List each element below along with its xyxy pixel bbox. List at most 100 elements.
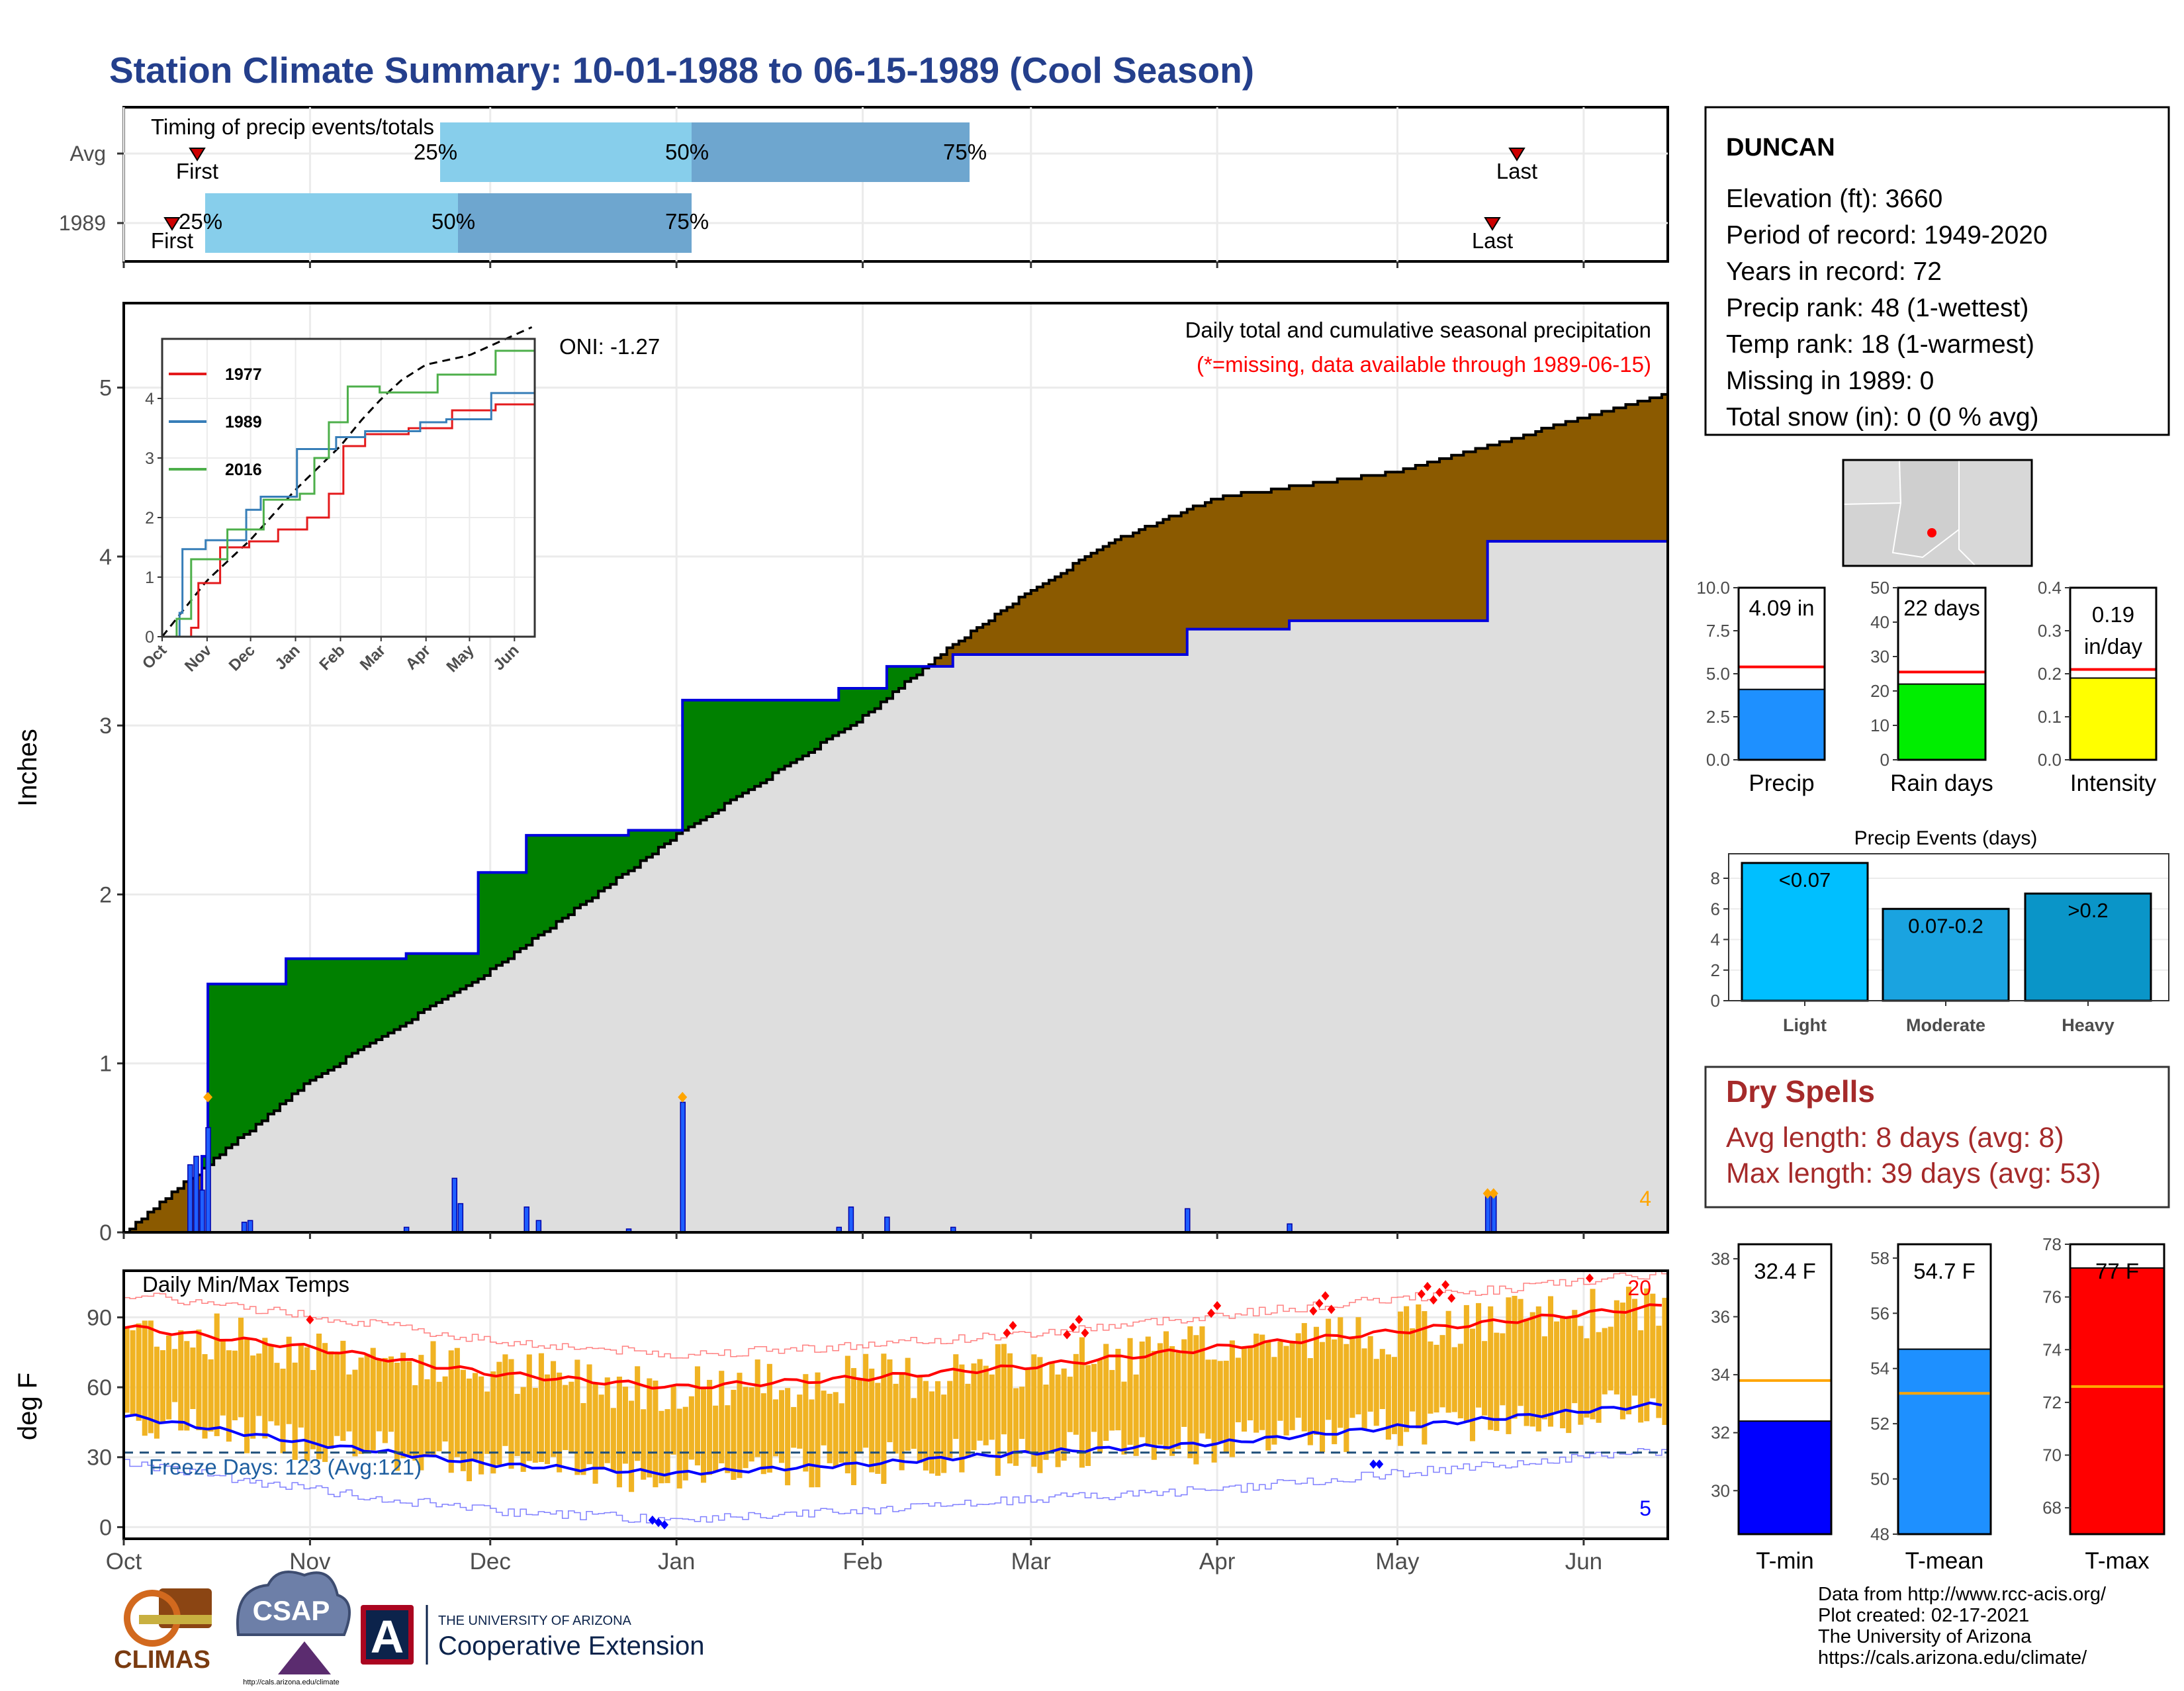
events-ytick: 8: [1711, 868, 1720, 888]
heavy-day-marker-icon: [678, 1091, 688, 1103]
record-high-marker-icon: [1075, 1314, 1083, 1324]
station-line: Temp rank: 18 (1-warmest): [1726, 330, 2034, 359]
daily-temp-bar: [899, 1372, 905, 1471]
precip-ytick: 0: [99, 1220, 112, 1246]
daily-temp-bar: [1512, 1295, 1518, 1419]
dry-title: Dry Spells: [1726, 1074, 1875, 1109]
daily-temp-bar: [574, 1359, 580, 1475]
station-line: Years in record: 72: [1726, 257, 1942, 286]
daily-temp-bar: [490, 1371, 496, 1474]
daily-temp-bar: [1463, 1304, 1469, 1423]
daily-temp-bar: [772, 1399, 778, 1457]
daily-temp-bar: [647, 1378, 653, 1478]
daily-temp-bar: [394, 1362, 400, 1471]
daily-temp-bar: [1319, 1342, 1326, 1453]
event-bar-label: Heavy: [2062, 1015, 2115, 1035]
timing-bar-25-50: [440, 122, 692, 182]
daily-temp-bar: [478, 1376, 484, 1475]
daily-temp-bar: [1500, 1333, 1506, 1406]
map-state: [1958, 459, 2032, 567]
daily-temp-bar: [1650, 1293, 1656, 1398]
record-low-marker-icon: [648, 1515, 657, 1525]
daily-temp-bar: [887, 1359, 893, 1443]
daily-temp-bar: [172, 1349, 178, 1402]
daily-temp-bar: [1013, 1388, 1019, 1466]
daily-temp-bar: [1049, 1361, 1055, 1451]
temp-xtick: Oct: [106, 1549, 142, 1575]
daily-temp-bar: [430, 1341, 436, 1457]
daily-temp-bar: [1139, 1341, 1145, 1438]
daily-temp-bar: [653, 1380, 659, 1488]
cold-count-label: 5: [1639, 1496, 1651, 1520]
legend-label: 2016: [225, 461, 262, 479]
daily-temp-bar: [959, 1364, 965, 1473]
daily-temp-bar: [983, 1365, 989, 1445]
daily-temp-bar: [532, 1388, 538, 1463]
temp-bar-ytick: 74: [2042, 1340, 2062, 1359]
daily-temp-bar: [1494, 1332, 1500, 1432]
summary-value-label: 0.19 in/day: [2084, 602, 2143, 659]
daily-temp-bar: [635, 1366, 641, 1461]
summary-ytick: 5.0: [1706, 664, 1730, 684]
bar-frame: [2069, 1243, 2165, 1535]
temp-bar-ytick: 58: [1870, 1248, 1889, 1268]
precip-panel: 0 1 2 3 4 5 Inches 4 Daily total and cumulative …: [13, 302, 1669, 1246]
precip-ytick: 5: [99, 376, 112, 401]
daily-temp-bar: [1067, 1377, 1073, 1432]
daily-temp-bar: [1488, 1306, 1494, 1430]
daily-temp-bar: [1079, 1337, 1085, 1468]
credit-line: https://cals.arizona.edu/climate/: [1818, 1647, 2087, 1668]
heavy-day-marker-icon: [1482, 1188, 1492, 1199]
common-area: [124, 541, 1668, 1232]
daily-temp-bar: [953, 1354, 959, 1440]
daily-temp-bar: [929, 1391, 935, 1474]
daily-temp-bar: [1349, 1336, 1355, 1418]
daily-temp-bar: [1181, 1339, 1187, 1427]
daily-temp-bar: [682, 1406, 688, 1481]
daily-temp-bar: [460, 1369, 466, 1471]
daily-temp-bar: [1578, 1326, 1584, 1425]
temp-xtick: Jun: [1565, 1549, 1602, 1575]
inset-year-line: [162, 339, 536, 638]
daily-precip-bar: [241, 1221, 248, 1233]
bar-frame: [1897, 1243, 1992, 1535]
daily-temp-bar: [785, 1388, 791, 1486]
daily-temp-bar: [1451, 1347, 1457, 1412]
daily-temp-bar: [148, 1320, 154, 1434]
summary-value-label: 22 days: [1903, 596, 1980, 620]
daily-temp-bar: [262, 1338, 268, 1439]
summary-bar-label: Rain days: [1890, 770, 1993, 796]
daily-temp-bar: [766, 1363, 772, 1473]
temp-bar-ytick: 48: [1870, 1524, 1889, 1544]
temp-summary-bar-2: 68 70 72 74 76 78 77 F T-max: [2042, 1234, 2165, 1574]
daily-temp-bar: [352, 1369, 358, 1457]
temp-panel: 0 30 60 90 deg F Oct Nov Dec Jan Feb Mar Apr May Jun D…: [13, 1269, 1669, 1575]
p50-label: 50%: [432, 209, 475, 234]
temp-bar-ytick: 68: [2042, 1498, 2062, 1518]
daily-temp-bar: [1019, 1387, 1025, 1440]
page-title: Station Climate Summary: 10-01-1988 to 0…: [109, 50, 1254, 91]
daily-temp-bar: [1625, 1287, 1632, 1415]
record-high-marker-icon: [1429, 1295, 1437, 1305]
daily-temp-bar: [184, 1341, 190, 1431]
record-high-marker-icon: [1585, 1273, 1594, 1283]
temp-summary-bar-0: 30 32 34 36 38 32.4 F T-min: [1711, 1243, 1833, 1574]
daily-temp-bar: [1157, 1343, 1163, 1445]
record-high-marker-icon: [1081, 1328, 1089, 1338]
station-name: DUNCAN: [1726, 134, 1835, 161]
precip-ylabel: Inches: [13, 729, 42, 807]
daily-temp-bar: [1338, 1317, 1343, 1428]
summary-ytick: 0.0: [2038, 750, 2062, 770]
daily-temp-bar: [484, 1391, 490, 1454]
summary-value-bar: [1897, 683, 1986, 760]
temp-xtick: Mar: [1011, 1549, 1052, 1575]
daily-temp-bar: [1235, 1357, 1241, 1422]
daily-temp-bar: [551, 1361, 557, 1457]
events-ytick: 4: [1711, 930, 1720, 950]
record-high-marker-icon: [1069, 1322, 1077, 1332]
daily-temp-bar: [1025, 1368, 1031, 1452]
daily-temp-bar: [412, 1385, 418, 1461]
ua-logo-inner: [366, 1610, 408, 1659]
daily-temp-bar: [1223, 1360, 1229, 1453]
